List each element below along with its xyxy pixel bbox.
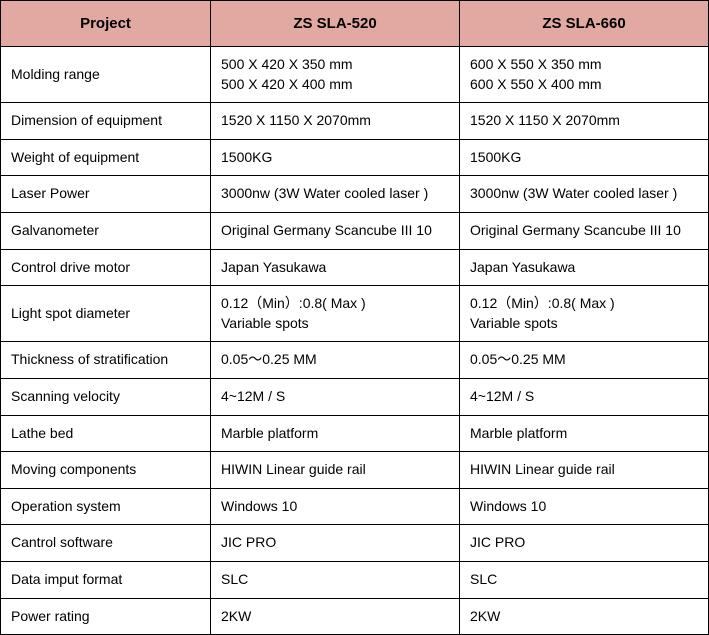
row-value-1: 0.12（Min）:0.8( Max ) Variable spots	[211, 286, 460, 342]
row-label: Light spot diameter	[1, 286, 211, 342]
row-value-2: SLC	[460, 561, 709, 598]
table-header-row: Project ZS SLA-520 ZS SLA-660	[1, 1, 709, 47]
table-row: Data imput formatSLCSLC	[1, 561, 709, 598]
row-value-2: Marble platform	[460, 415, 709, 452]
row-value-1: HIWIN Linear guide rail	[211, 452, 460, 489]
table-row: Lathe bedMarble platformMarble platform	[1, 415, 709, 452]
row-value-2: JIC PRO	[460, 525, 709, 562]
spec-table: Project ZS SLA-520 ZS SLA-660 Molding ra…	[0, 0, 709, 635]
row-value-1: Japan Yasukawa	[211, 249, 460, 286]
row-value-2: Windows 10	[460, 488, 709, 525]
row-label: Data imput format	[1, 561, 211, 598]
table-row: Scanning velocity4~12M / S4~12M / S	[1, 378, 709, 415]
row-value-2: Japan Yasukawa	[460, 249, 709, 286]
row-value-2: 4~12M / S	[460, 378, 709, 415]
row-value-2: 2KW	[460, 598, 709, 635]
table-row: Control drive motorJapan YasukawaJapan Y…	[1, 249, 709, 286]
table-row: Cantrol softwareJIC PROJIC PRO	[1, 525, 709, 562]
row-label: Dimension of equipment	[1, 103, 211, 140]
row-value-2: 600 X 550 X 350 mm 600 X 550 X 400 mm	[460, 47, 709, 103]
row-label: Thickness of stratification	[1, 342, 211, 379]
row-value-1: 3000nw (3W Water cooled laser )	[211, 176, 460, 213]
table-row: Dimension of equipment1520 X 1150 X 2070…	[1, 103, 709, 140]
row-label: Control drive motor	[1, 249, 211, 286]
row-label: Galvanometer	[1, 212, 211, 249]
row-value-2: 1500KG	[460, 139, 709, 176]
row-label: Scanning velocity	[1, 378, 211, 415]
row-value-1: 1520 X 1150 X 2070mm	[211, 103, 460, 140]
table-row: Weight of equipment1500KG1500KG	[1, 139, 709, 176]
row-label: Power rating	[1, 598, 211, 635]
row-value-2: 0.12（Min）:0.8( Max ) Variable spots	[460, 286, 709, 342]
table-row: Moving componentsHIWIN Linear guide rail…	[1, 452, 709, 489]
table-row: Operation systemWindows 10Windows 10	[1, 488, 709, 525]
header-project: Project	[1, 1, 211, 47]
table-row: Molding range500 X 420 X 350 mm 500 X 42…	[1, 47, 709, 103]
row-value-1: 0.05～0.25 MM	[211, 342, 460, 379]
row-value-1: SLC	[211, 561, 460, 598]
row-value-1: 1500KG	[211, 139, 460, 176]
row-value-1: 2KW	[211, 598, 460, 635]
header-model-1: ZS SLA-520	[211, 1, 460, 47]
row-value-1: 500 X 420 X 350 mm 500 X 420 X 400 mm	[211, 47, 460, 103]
table-body: Molding range500 X 420 X 350 mm 500 X 42…	[1, 47, 709, 635]
row-value-1: 4~12M / S	[211, 378, 460, 415]
table-row: GalvanometerOriginal Germany Scancube II…	[1, 212, 709, 249]
table-row: Thickness of stratification0.05～0.25 MM0…	[1, 342, 709, 379]
row-value-2: Original Germany Scancube III 10	[460, 212, 709, 249]
row-value-1: Windows 10	[211, 488, 460, 525]
table-row: Light spot diameter0.12（Min）:0.8( Max ) …	[1, 286, 709, 342]
row-value-2: 0.05～0.25 MM	[460, 342, 709, 379]
table-row: Laser Power3000nw (3W Water cooled laser…	[1, 176, 709, 213]
row-label: Weight of equipment	[1, 139, 211, 176]
row-value-2: HIWIN Linear guide rail	[460, 452, 709, 489]
row-label: Molding range	[1, 47, 211, 103]
header-model-2: ZS SLA-660	[460, 1, 709, 47]
row-value-1: Original Germany Scancube III 10	[211, 212, 460, 249]
row-label: Moving components	[1, 452, 211, 489]
row-label: Laser Power	[1, 176, 211, 213]
row-value-2: 3000nw (3W Water cooled laser )	[460, 176, 709, 213]
table-row: Power rating2KW2KW	[1, 598, 709, 635]
row-value-1: JIC PRO	[211, 525, 460, 562]
row-label: Lathe bed	[1, 415, 211, 452]
row-label: Operation system	[1, 488, 211, 525]
row-label: Cantrol software	[1, 525, 211, 562]
row-value-2: 1520 X 1150 X 2070mm	[460, 103, 709, 140]
row-value-1: Marble platform	[211, 415, 460, 452]
